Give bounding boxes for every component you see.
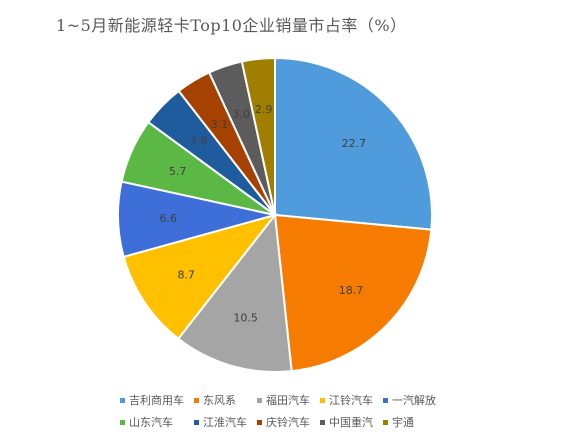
legend-item: 宇通: [383, 414, 436, 430]
data-label: 6.6: [160, 212, 178, 225]
legend-swatch: [320, 397, 325, 403]
data-label: 18.7: [339, 284, 364, 297]
legend-item: 山东汽车: [120, 414, 184, 430]
legend-swatch: [194, 397, 199, 403]
chart-legend: 吉利商用车 东风系 福田汽车 江铃汽车 一汽解放山东汽车 江淮汽车 庆铃汽车 中国重汽 宇通: [120, 392, 480, 430]
pie-slice: [274, 56, 433, 231]
legend-item: 一汽解放: [383, 392, 436, 408]
legend-item: 东风系: [194, 392, 247, 408]
pie-slice: [122, 213, 278, 341]
legend-swatch: [257, 397, 262, 403]
legend-label: 庆铃汽车: [266, 416, 310, 429]
legend-swatch: [120, 397, 125, 403]
legend-label: 中国重汽: [329, 416, 373, 429]
data-label: 10.5: [233, 312, 258, 325]
legend-label: 山东汽车: [129, 416, 173, 429]
data-label: 3.1: [211, 118, 229, 131]
legend-swatch: [257, 419, 262, 425]
legend-item: 江淮汽车: [194, 414, 247, 430]
data-label: 5.7: [169, 165, 187, 178]
legend-item: 中国重汽: [320, 414, 373, 430]
legend-label: 江铃汽车: [329, 394, 373, 407]
pie-slice: [240, 56, 276, 216]
legend-item: 江铃汽车: [320, 392, 373, 408]
data-label: 3.8: [190, 135, 208, 148]
legend-label: 吉利商用车: [129, 394, 184, 407]
data-label: 8.7: [177, 268, 195, 281]
pie-slice: [273, 213, 433, 373]
legend-swatch: [194, 419, 199, 425]
legend-item: 庆铃汽车: [257, 414, 310, 430]
legend-swatch: [120, 419, 125, 425]
legend-label: 福田汽车: [266, 394, 310, 407]
data-label: 2.9: [255, 103, 273, 116]
legend-label: 一汽解放: [392, 394, 436, 407]
data-label: 3.0: [232, 108, 250, 121]
pie-slice: [176, 212, 293, 373]
legend-swatch: [383, 397, 388, 403]
data-label: 22.7: [342, 137, 367, 150]
legend-swatch: [320, 419, 325, 425]
legend-label: 东风系: [203, 394, 236, 407]
legend-swatch: [383, 419, 388, 425]
legend-label: 江淮汽车: [203, 416, 247, 429]
legend-item: 吉利商用车: [120, 392, 184, 408]
chart-title: 1~5月新能源轻卡Top10企业销量市占率（%）: [56, 16, 407, 35]
legend-label: 宇通: [392, 416, 414, 429]
legend-item: 福田汽车: [257, 392, 310, 408]
